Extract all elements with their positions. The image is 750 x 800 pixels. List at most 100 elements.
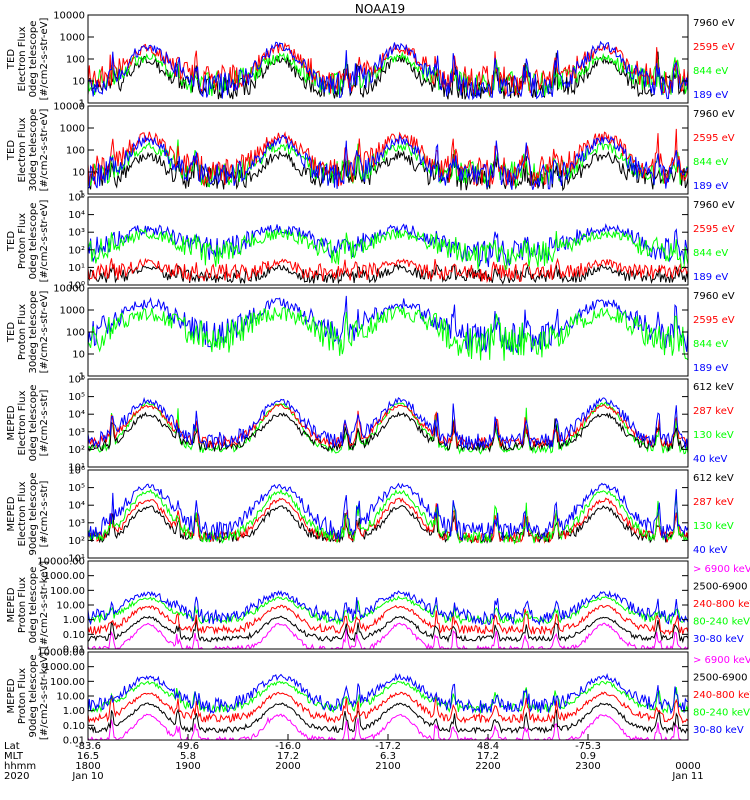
x-tick-label: 49.6 [177,741,199,752]
legend-entry: 844 eV [693,248,728,259]
legend-entry: > 6900 keV [693,655,750,666]
y-tick-label: 1 [79,99,85,110]
y-tick-label: 10⁴ [68,210,85,221]
y-tick-label: 10 [72,77,85,88]
y-tick-label: 100 [66,146,85,157]
y-tick-label: 10⁶ [68,375,85,386]
y-axis-label-line: MEPED [6,405,17,440]
y-tick-label: 10.00 [56,692,85,703]
x-tick-label: Jan 11 [671,771,703,782]
series-612-kev [88,505,688,545]
x-tick-label: 2000 [275,761,300,772]
panel-data [88,396,688,455]
x-tick-label: 2100 [375,761,400,772]
x-tick-label: 0000 [675,761,700,772]
y-axis-label-line: [#/cm2-s-str-eV] [39,200,50,283]
legend-entry: 844 eV [693,66,728,77]
panel-ted-p-30: 10000 1000 100 10 1 TED Proton Flux 30deg teles… [6,284,735,383]
y-tick-label: 10² [68,245,85,256]
panel-data [88,223,688,285]
legend-entry: 40 keV [693,545,727,556]
panel-meped-e-90: 10⁶ 10⁵ 10⁴ 10³ 10² 10¹ MEPED Electron Flux 90de… [6,466,734,565]
y-axis-label-line: MEPED [6,587,17,622]
x-tick-label: 2200 [475,761,500,772]
series-240-800-kev [88,604,688,636]
y-tick-label: 10000 [53,284,85,295]
y-tick-label: 100.00 [50,677,85,688]
y-axis-label-line: 90deg telescope [28,472,39,555]
legend-entry: 189 eV [693,363,728,374]
series-189-ev [88,295,688,354]
y-tick-label: 10³ [68,427,85,438]
panel-meped-e-0: 10⁶ 10⁵ 10⁴ 10³ 10² 10¹ MEPED Electron Flux 0deg… [6,375,734,474]
legend-entry: 2500-6900 [693,673,748,684]
x-tick-label: -75.3 [575,741,601,752]
y-tick-label: 1.00 [63,615,85,626]
y-tick-label: 10 [72,350,85,361]
y-tick-label: 0.10 [63,630,85,641]
y-axis-label-line: 30deg telescope [28,290,39,373]
series-189-ev [88,40,688,101]
series-40-kev [88,396,688,450]
panel-data [88,672,688,740]
y-tick-label: 1 [79,190,85,201]
y-tick-label: 10000 [53,11,85,22]
y-axis-label-line: 0deg telescope [28,567,39,644]
y-axis-label-line: [#/cm2-s-str] [39,389,50,456]
legend-entry: 7960 eV [693,200,735,211]
panel-meped-p-0: 10000.00 1000.00 100.00 10.00 1.00 0.10 0.01 ME… [6,557,750,656]
x-tick-label: 17.2 [277,751,299,762]
y-axis-label-line: Proton Flux [17,668,28,724]
panel-ted-p-0: 10⁵ 10⁴ 10³ 10² 10¹ 10⁰ TED Proton Flux 0deg tel… [6,193,735,292]
legend-entry: 30-80 keV [693,725,744,736]
series-130-kev [88,488,688,545]
legend-entry: 189 eV [693,181,728,192]
series-844-ev [88,306,688,361]
series-2500-6900 [88,615,688,644]
y-tick-label: 10000.00 [37,557,85,568]
series-612-kev [88,411,688,453]
panel-data [88,590,688,649]
y-axis-label-line: TED [6,231,17,252]
x-tick-label: 0.9 [580,751,596,762]
y-axis-label-line: Electron Flux [17,26,28,91]
series-240-800-kev [88,691,688,724]
x-axis-row-label: MLT [4,751,24,762]
x-tick-label: 16.5 [77,751,99,762]
series-844-ev [88,51,688,98]
legend-entry: 287 keV [693,406,734,417]
legend-entry: 189 eV [693,272,728,283]
y-axis-label-line: [#/cm2-s-str-eV] [39,18,50,101]
legend-entry: 80-240 keV [693,617,750,628]
panel-data [88,482,688,545]
series-40-kev [88,482,688,542]
x-tick-label: 5.8 [180,751,196,762]
y-tick-label: 1000 [60,124,85,135]
series-2595-ev [88,128,688,188]
panel-meped-p-90: 10000.00 1000.00 100.00 10.00 1.00 0.10 0.01 ME… [6,648,750,747]
x-tick-label: 6.3 [380,751,396,762]
y-tick-label: 100 [66,328,85,339]
y-tick-label: 1 [79,372,85,383]
y-axis-label-line: Electron Flux [17,117,28,182]
y-axis-label-line: [#/cm2-s-str-eV] [39,109,50,192]
y-tick-label: 1000.00 [44,662,85,673]
panel-frame [87,287,689,377]
legend-entry: 612 keV [693,473,734,484]
y-axis-label-line: 0deg telescope [28,21,39,98]
legend-entry: 2500-6900 [693,582,748,593]
series-2595-ev [88,257,688,284]
x-axis-row-label: Lat [4,741,20,752]
legend-entry: 7960 eV [693,291,735,302]
y-tick-label: 0.01 [63,736,85,747]
y-axis-label-line: MEPED [6,496,17,531]
y-axis-label-line: [#/cm2-s-str] [39,480,50,547]
x-tick-label: -16.0 [275,741,301,752]
series-30-80-kev [88,672,688,715]
legend-entry: 130 keV [693,521,734,532]
legend-entry: 2595 eV [693,133,735,144]
series-30-80-kev [88,590,688,626]
y-axis-label-line: Proton Flux [17,304,28,360]
y-axis-label-line: Proton Flux [17,577,28,633]
y-tick-label: 10⁴ [68,410,85,421]
